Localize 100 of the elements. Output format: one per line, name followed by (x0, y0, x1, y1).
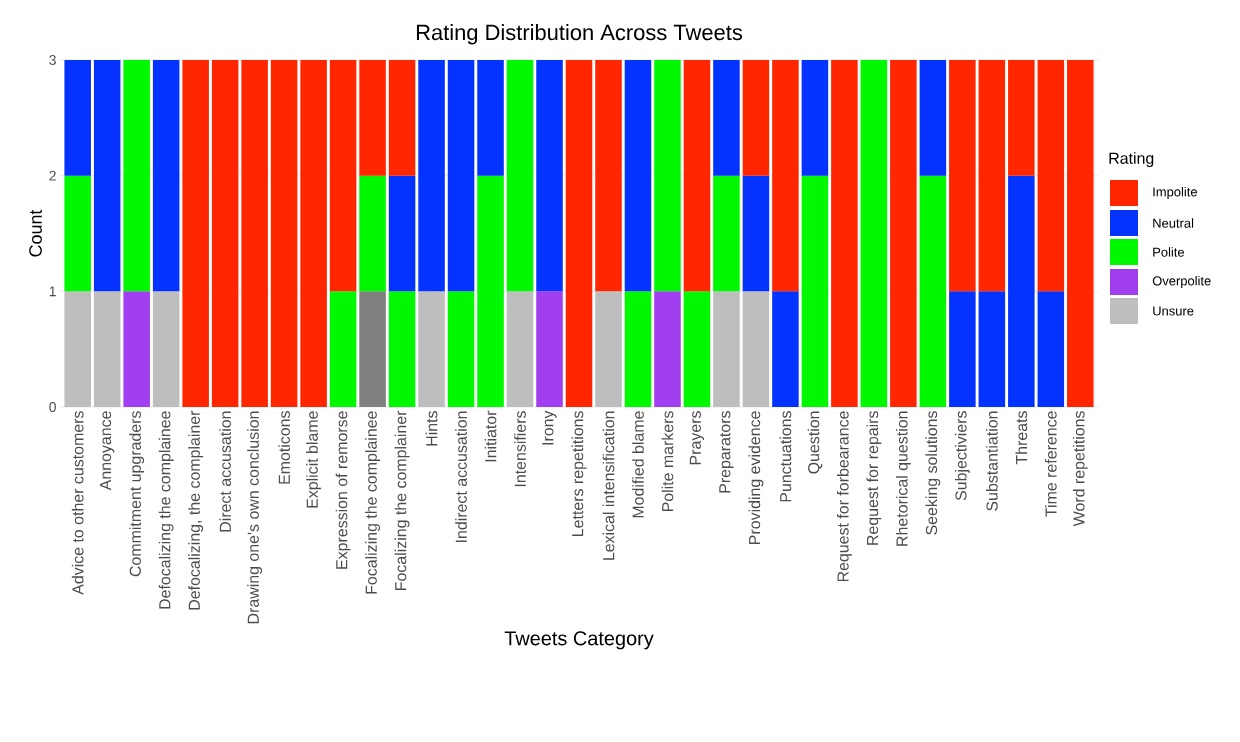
bar (1037, 291, 1065, 407)
x-tick-label: Providing evidence (748, 411, 764, 544)
x-tick-label: Direct accusation (219, 411, 231, 532)
x-tick-label: Drawing one's own conclusion (247, 411, 263, 624)
bar (624, 60, 652, 292)
x-tick-label: Annoyance (100, 411, 115, 491)
bar (624, 291, 652, 407)
y-tick-label: 1 (49, 286, 56, 297)
x-tick-label: Polite markers (661, 411, 674, 512)
bar (949, 60, 976, 292)
bar (890, 60, 917, 407)
bar (388, 175, 416, 292)
bar (742, 60, 770, 176)
x-tick-label: Defocalizing, the complainer (188, 410, 204, 610)
x-tick-label: Intensifiers (514, 411, 526, 487)
bar (182, 60, 209, 407)
x-tick-label: Focalizing the complainer (394, 410, 410, 590)
legend-label: Neutral (1153, 218, 1194, 228)
x-tick-label: Rhetorical question (895, 411, 911, 546)
bar (64, 60, 91, 176)
x-tick-label: Question (807, 411, 823, 474)
x-tick-label: Hints (425, 411, 438, 446)
bar (683, 60, 711, 292)
bar (64, 291, 91, 407)
bar (241, 60, 268, 407)
bar (300, 60, 327, 407)
bar (329, 291, 357, 407)
x-tick-label: Request for repairs (866, 411, 882, 545)
bar (713, 60, 740, 176)
bar (654, 60, 681, 292)
x-tick-label: Focalizing the complainee (365, 411, 381, 594)
bar (388, 60, 416, 176)
legend-title: Rating (1109, 152, 1154, 168)
bar (93, 60, 121, 292)
bar (919, 175, 947, 407)
y-tick-label: 3 (49, 55, 56, 65)
legend-label: Unsure (1153, 306, 1194, 316)
bar (565, 60, 593, 407)
bar (123, 60, 150, 292)
legend-label: Overpolite (1152, 275, 1211, 289)
legend-label: Polite (1153, 247, 1185, 257)
bar (152, 291, 180, 407)
bar (447, 60, 475, 292)
bar (595, 291, 622, 407)
bar (536, 60, 563, 292)
bar (329, 60, 357, 292)
bar (949, 291, 976, 407)
y-tick-label: 2 (49, 170, 56, 181)
x-tick-label: Subjectiviers (954, 411, 970, 501)
x-tick-label: Time reference (1044, 411, 1057, 517)
legend-label: Impolite (1153, 186, 1197, 200)
bar (772, 60, 799, 292)
bar (713, 175, 740, 292)
bar (1067, 60, 1094, 407)
bar (683, 291, 711, 407)
chart-title: Rating Distribution Across Tweets (416, 24, 743, 45)
bar (211, 60, 239, 407)
bar (388, 291, 416, 407)
bar (978, 60, 1006, 292)
x-tick-label: Lexical intensification (602, 411, 615, 560)
bar (978, 291, 1006, 407)
x-tick-label: Commitment upgraders (129, 411, 145, 577)
bar (595, 60, 622, 292)
x-tick-label: Substantiation (986, 411, 998, 511)
bar (536, 291, 563, 407)
x-tick-label: Request for forbearance (836, 411, 852, 582)
bar (477, 60, 504, 176)
bar (801, 175, 829, 407)
x-tick-label: Seeking solutions (925, 411, 941, 535)
y-tick-label: 0 (49, 402, 56, 412)
x-tick-label: Modified blame (632, 411, 644, 518)
bar (418, 60, 445, 292)
bar (919, 60, 947, 176)
x-axis-title: Tweets Category (504, 631, 654, 650)
bar (742, 175, 770, 292)
x-tick-label: Threats (1015, 411, 1028, 465)
x-tick-label: Word repetitions (1072, 411, 1088, 527)
bar (447, 291, 475, 407)
bar (418, 291, 445, 407)
x-tick-label: Punctuations (779, 411, 792, 502)
x-tick-label: Irony (542, 410, 557, 445)
x-tick-label: Prayers (689, 411, 705, 465)
x-tick-label: Expression of remorse (335, 411, 351, 569)
bar (152, 60, 180, 292)
x-tick-label: Emoticons (278, 411, 290, 484)
bar (1008, 60, 1035, 176)
y-axis-title: Count (29, 209, 42, 257)
bar (506, 60, 534, 292)
bar (64, 175, 91, 292)
bar (1037, 60, 1065, 292)
bar (359, 60, 386, 176)
bar (270, 60, 298, 407)
x-tick-label: Indirect accusation (455, 411, 467, 542)
x-tick-label: Letters repetitions (571, 411, 587, 536)
bar (506, 291, 534, 407)
bar (359, 291, 386, 407)
bar (123, 291, 150, 407)
x-tick-label: Preparators (719, 411, 734, 493)
bar (477, 175, 504, 407)
x-tick-label: Explicit blame (306, 411, 322, 508)
